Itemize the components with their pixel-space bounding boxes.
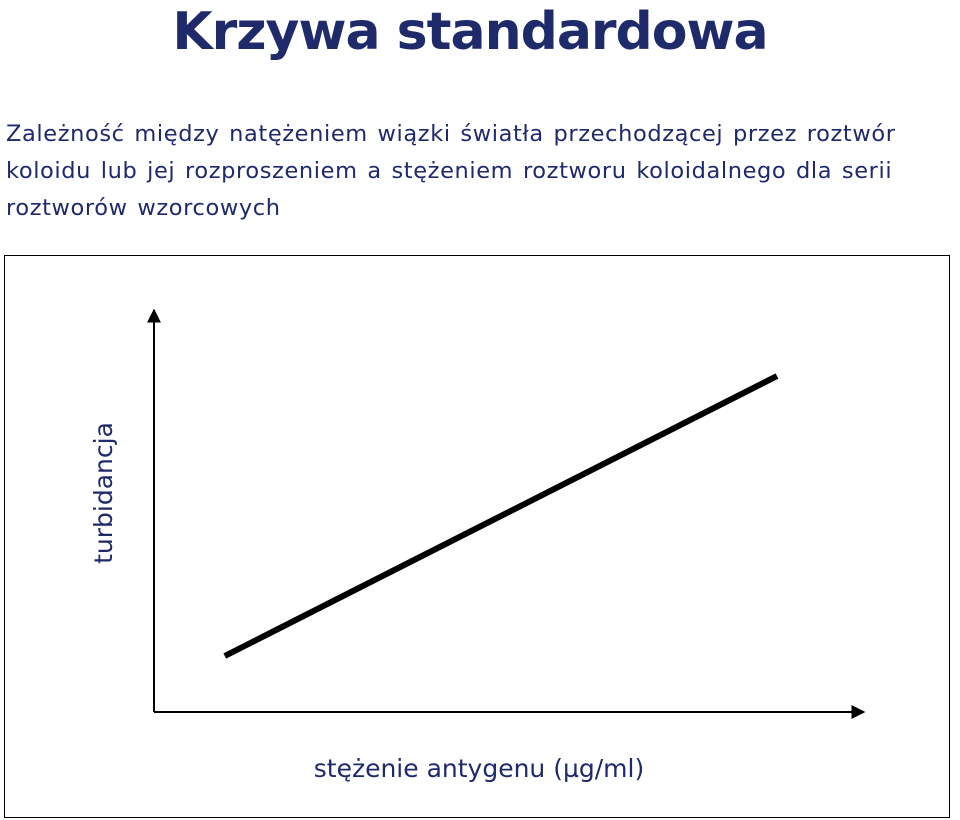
x-axis-label: stężenie antygenu (µg/ml) xyxy=(314,754,644,783)
series-line-0 xyxy=(223,373,779,659)
chart-frame xyxy=(4,255,950,818)
slide-title: Krzywa standardowa xyxy=(172,2,768,62)
slide-description: Zależność między natężeniem wiązki świat… xyxy=(6,121,896,221)
series-layer xyxy=(223,373,779,659)
y-axis-label: turbidancja xyxy=(89,422,118,564)
